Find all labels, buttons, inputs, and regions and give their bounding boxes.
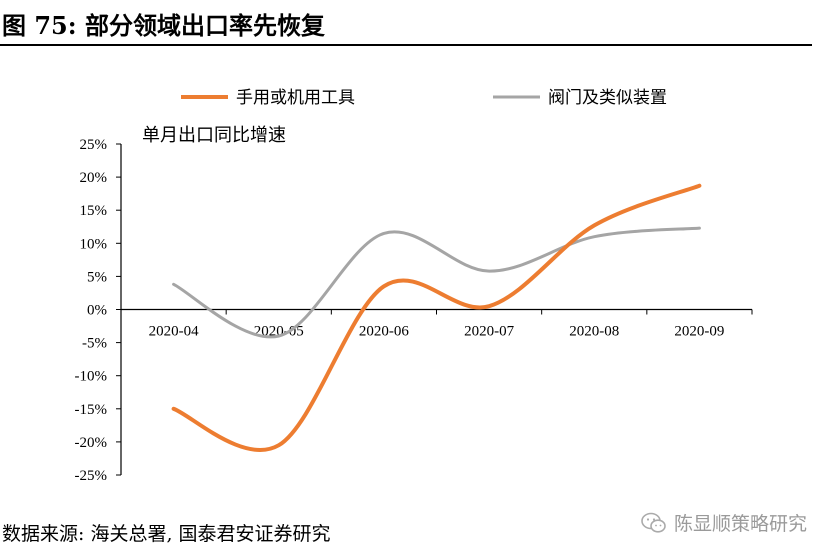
- source-note: 数据来源: 海关总署, 国泰君安证券研究: [2, 523, 331, 545]
- x-tick-label: 2020-04: [149, 324, 199, 340]
- chart-series: [171, 183, 702, 453]
- y-tick-label: 5%: [87, 269, 107, 285]
- legend-label-series-2: 阀门及类似装置: [548, 88, 667, 108]
- legend-label-series-1: 手用或机用工具: [236, 88, 355, 108]
- chart-axes: 25% 20% 15% 10% 5% 0% -5% -10% -15% -20% -25% 2020-…: [75, 137, 753, 484]
- y-tick-label: -25%: [75, 468, 108, 484]
- figure-title: 图 75: 部分领域出口率先恢复: [2, 11, 325, 40]
- series-line-2: [172, 226, 701, 339]
- figure-header: 图 75: 部分领域出口率先恢复: [0, 0, 812, 46]
- watermark-text: 陈显顺策略研究: [674, 513, 808, 535]
- y-tick-label: 25%: [80, 137, 108, 153]
- y-axis-unit-label: 单月出口同比增速: [142, 125, 286, 146]
- x-tick-label: 2020-07: [464, 324, 514, 340]
- wechat-icon: [641, 512, 666, 533]
- x-tick-label: 2020-09: [674, 324, 724, 340]
- y-tick-label: 0%: [87, 303, 107, 319]
- series-line-1: [171, 183, 702, 453]
- x-tick-label: 2020-06: [359, 324, 409, 340]
- y-tick-label: -5%: [82, 336, 107, 352]
- watermark: 陈显顺策略研究: [640, 509, 807, 536]
- y-tick-label: 15%: [80, 203, 108, 219]
- y-tick-label: -10%: [75, 369, 108, 385]
- x-tick-label: 2020-08: [569, 324, 619, 340]
- y-tick-label: 10%: [80, 236, 108, 252]
- y-tick-label: -20%: [75, 435, 108, 451]
- y-tick-label: 20%: [80, 170, 108, 186]
- y-tick-label: -15%: [75, 402, 108, 418]
- line-chart: 手用或机用工具 阀门及类似装置 单月出口同比增速 25% 20% 15% 10% 5% 0…: [75, 88, 753, 484]
- chart-legend: 手用或机用工具 阀门及类似装置: [181, 88, 667, 108]
